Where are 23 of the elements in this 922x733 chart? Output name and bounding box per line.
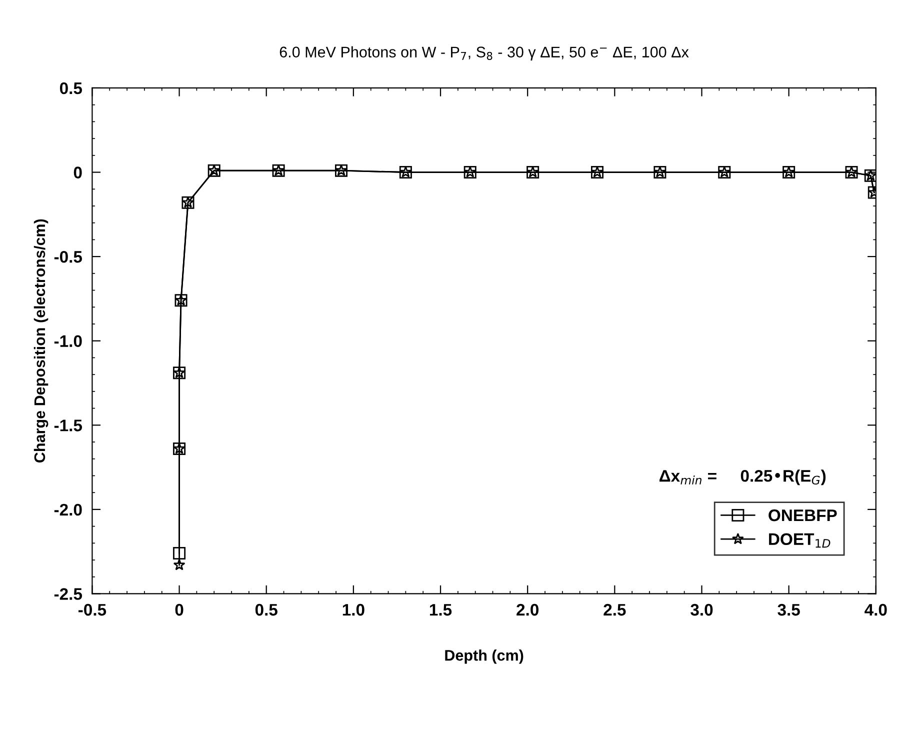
x-tick-label: 3.0 [690, 604, 713, 616]
y-tick-label: -2.0 [54, 504, 82, 516]
x-tick-label: 2.0 [516, 604, 538, 616]
y-tick-label: -0.5 [54, 250, 82, 263]
x-tick-label: 4.0 [864, 604, 887, 616]
y-tick-label: -1.5 [54, 420, 82, 432]
legend-label: DOET$_{1D}$ [769, 533, 830, 548]
y-tick-label: -1.0 [54, 335, 82, 348]
chart-title: 6.0 MeV Photons on W - P$_{7}$, S$_{8}$ - 30 γ ΔE, 50 e$^{−}$ ΔE, 100 Δx [280, 46, 689, 60]
y-axis-title: Charge Deposition (electrons/cm) [34, 219, 48, 462]
x-tick-label: 3.5 [778, 604, 800, 616]
x-tick-label: 1.5 [430, 604, 452, 616]
x-tick-label: -0.5 [78, 604, 106, 616]
y-tick-label: 0.5 [60, 82, 82, 94]
y-tick-label: -2.5 [54, 588, 82, 600]
legend-label: ONEBFP [768, 509, 837, 522]
x-tick-label: 1.0 [342, 604, 364, 616]
x-tick-label: 0 [175, 604, 184, 616]
annotation: Δx$_{min}$ = 0.25•R(E$_{G}$) [660, 470, 826, 486]
x-tick-label: 0.5 [255, 604, 278, 616]
y-tick-label: 0 [74, 166, 82, 178]
x-axis-title: Depth (cm) [445, 650, 524, 664]
x-tick-label: 2.5 [604, 604, 626, 616]
